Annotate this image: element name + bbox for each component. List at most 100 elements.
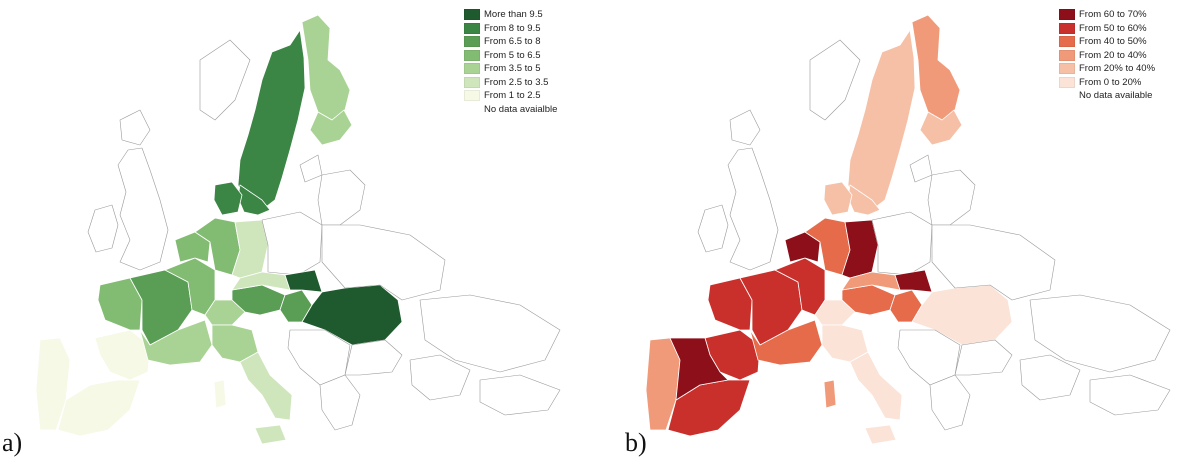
legend-swatch	[1059, 9, 1075, 21]
legend-label: From 0 to 20%	[1079, 76, 1142, 88]
region-ukraine	[321, 224, 446, 301]
region-italy-south	[849, 351, 903, 421]
legend-item: From 5 to 6.5	[464, 49, 557, 63]
region-finland-south	[309, 109, 353, 146]
region-austria	[231, 284, 286, 316]
legend-label: From 8 to 9.5	[484, 22, 541, 34]
legend-label: From 20 to 40%	[1079, 49, 1147, 61]
legend-swatch	[1059, 76, 1075, 88]
region-scandinavia-west	[237, 29, 306, 211]
region-ireland	[87, 204, 119, 253]
region-iberia-south	[57, 379, 141, 437]
legend-b: From 60 to 70% From 50 to 60% From 40 to…	[1059, 8, 1155, 103]
region-slovakia	[894, 269, 933, 293]
region-finland-north	[911, 14, 961, 121]
outline-region	[1089, 374, 1171, 416]
legend-item: From 8 to 9.5	[464, 22, 557, 36]
legend-swatch	[464, 63, 480, 75]
legend-swatch	[464, 49, 480, 61]
region-ukraine	[931, 224, 1056, 301]
region-bulgaria	[344, 339, 403, 376]
region-denmark	[213, 181, 243, 216]
legend-item: From 40 to 50%	[1059, 35, 1155, 49]
region-baltics	[927, 169, 976, 226]
legend-swatch	[1059, 36, 1075, 48]
region-sardinia	[213, 379, 227, 409]
outline-region	[1019, 354, 1081, 401]
legend-item: No data avaialble	[464, 103, 557, 117]
outline-region	[1029, 294, 1171, 373]
legend-label: No data avaialble	[484, 103, 558, 115]
region-ireland	[697, 204, 729, 253]
legend-label: More than 9.5	[484, 9, 543, 20]
legend-swatch	[464, 76, 480, 88]
legend-swatch	[464, 22, 480, 34]
region-finland-south	[919, 109, 963, 146]
legend-label: From 40 to 50%	[1079, 36, 1147, 47]
panel-a: More than 9.5 From 8 to 9.5 From 6.5 to …	[2, 8, 561, 457]
legend-swatch	[464, 90, 480, 102]
region-uk	[727, 147, 779, 271]
legend-swatch	[1059, 90, 1075, 102]
outline-region	[479, 374, 561, 416]
region-denmark	[823, 181, 853, 216]
outline-region	[199, 39, 251, 121]
region-italy-south	[239, 351, 293, 421]
region-baltics	[317, 169, 366, 226]
outline-region	[809, 39, 861, 121]
region-greece	[319, 374, 361, 431]
outline-region	[299, 154, 323, 183]
panel-label: b)	[625, 428, 647, 457]
legend-item: No data available	[1059, 89, 1155, 103]
region-iberia-east	[94, 329, 151, 381]
region-sicily	[864, 424, 897, 445]
region-iberia-west	[35, 337, 71, 431]
region-romania	[301, 284, 403, 346]
region-bulgaria	[954, 339, 1013, 376]
region-sardinia	[823, 379, 837, 409]
outline-region	[419, 294, 561, 373]
legend-swatch	[464, 103, 480, 115]
legend-item: From 3.5 to 5	[464, 62, 557, 76]
region-austria	[841, 284, 896, 316]
outline-region	[909, 154, 933, 183]
legend-swatch	[1059, 63, 1075, 75]
outline-region	[729, 109, 761, 146]
legend-label: From 5 to 6.5	[484, 49, 541, 61]
legend-label: From 1 to 2.5	[484, 90, 541, 101]
legend-label: From 60 to 70%	[1079, 9, 1147, 20]
legend-label: From 20% to 40%	[1079, 63, 1156, 74]
legend-item: From 60 to 70%	[1059, 8, 1155, 22]
region-uk	[117, 147, 169, 271]
region-poland	[871, 211, 933, 276]
panel-b: From 60 to 70% From 50 to 60% From 40 to…	[600, 0, 1200, 467]
region-greece	[929, 374, 971, 431]
legend-item: From 20 to 40%	[1059, 49, 1155, 63]
legend-label: From 3.5 to 5	[484, 63, 541, 74]
legend-swatch	[1059, 22, 1075, 34]
region-sicily	[254, 424, 287, 445]
region-iberia-center	[669, 337, 729, 401]
legend-a: More than 9.5 From 8 to 9.5 From 6.5 to …	[464, 8, 557, 116]
region-slovakia	[284, 269, 323, 293]
legend-label: No data available	[1079, 90, 1153, 101]
region-romania	[911, 284, 1013, 346]
legend-item: From 1 to 2.5	[464, 89, 557, 103]
outline-region	[119, 109, 151, 146]
legend-swatch	[464, 9, 480, 21]
legend-item: From 6.5 to 8	[464, 35, 557, 49]
legend-item: From 20% to 40%	[1059, 62, 1155, 76]
legend-swatch	[1059, 49, 1075, 61]
legend-item: More than 9.5	[464, 8, 557, 22]
region-finland-north	[301, 14, 351, 121]
legend-item: From 50 to 60%	[1059, 22, 1155, 36]
region-scandinavia-west	[847, 29, 916, 211]
europe-map-a	[35, 14, 561, 445]
outline-region	[409, 354, 471, 401]
legend-item: From 2.5 to 3.5	[464, 76, 557, 90]
region-poland	[261, 211, 323, 276]
legend-swatch	[464, 36, 480, 48]
legend-item: From 0 to 20%	[1059, 76, 1155, 90]
legend-label: From 2.5 to 3.5	[484, 76, 549, 88]
legend-label: From 6.5 to 8	[484, 36, 541, 47]
